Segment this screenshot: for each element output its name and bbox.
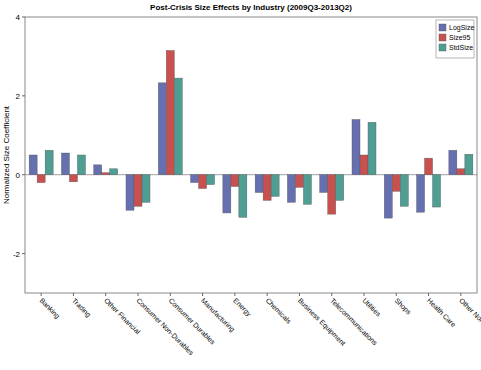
x-tick-label: Banking (38, 297, 62, 321)
legend-swatch (439, 44, 446, 51)
bar (94, 165, 102, 175)
title: Post-Crisis Size Effects by Industry (20… (150, 3, 352, 12)
bar (457, 169, 465, 175)
y-tick (22, 17, 25, 18)
x-tick-label: Other Non-Financial (458, 297, 481, 347)
bar (449, 150, 457, 174)
x-tick-label: Other Financial (103, 297, 142, 336)
bar (69, 175, 77, 182)
bar (166, 51, 174, 175)
bar (295, 175, 303, 188)
legend: LogSize Size95 StdSize (436, 20, 474, 58)
bar (102, 173, 110, 175)
legend-box (436, 20, 474, 58)
legend-swatch (439, 34, 446, 41)
y-tick-label: -2 (13, 250, 21, 259)
bar (263, 175, 271, 201)
plot-frame (25, 17, 477, 293)
bar (425, 158, 433, 175)
y-tick-label: 2 (16, 92, 21, 101)
x-tick (41, 293, 42, 296)
x-tick-label: Trading (70, 297, 92, 319)
legend-label: StdSize (449, 44, 473, 51)
bar (352, 120, 360, 175)
bars (29, 51, 473, 219)
bar (174, 78, 182, 175)
bar (271, 175, 279, 197)
bar (207, 175, 215, 185)
x-tick (396, 293, 397, 296)
legend-label: LogSize (449, 24, 474, 32)
x-tick-label: Manufacturing (199, 297, 236, 334)
x-tick (331, 293, 332, 296)
y-tick (22, 174, 25, 175)
x-tick-label: Consumer Non-Durables (135, 297, 195, 357)
legend-swatch (439, 24, 446, 31)
x-tick (138, 293, 139, 296)
bar (384, 175, 392, 218)
chart: Post-Crisis Size Effects by Industry (20… (0, 0, 481, 370)
bar (360, 155, 368, 175)
bar (392, 175, 400, 192)
bar (223, 175, 231, 213)
x-tick-label: Energy (231, 297, 253, 319)
bar (239, 175, 247, 218)
bar (126, 175, 134, 210)
bar (417, 175, 425, 212)
bar (29, 155, 37, 175)
y-tick (22, 253, 25, 254)
x-tick-label: Shops (393, 297, 413, 317)
x-tick-label: Utilities (361, 297, 382, 318)
zero-line (25, 174, 477, 175)
bar (255, 175, 263, 193)
y-tick-label: 4 (16, 13, 21, 22)
x-tick (299, 293, 300, 296)
y-tick (22, 95, 25, 96)
bar (134, 175, 142, 207)
bar (328, 175, 336, 214)
x-tick (364, 293, 365, 296)
x-tick (460, 293, 461, 296)
bar (199, 175, 207, 189)
bar (110, 169, 118, 175)
x-tick (105, 293, 106, 296)
x-tick (234, 293, 235, 296)
bar (231, 175, 239, 187)
bar (433, 175, 441, 207)
x-tick (73, 293, 74, 296)
bar (336, 175, 344, 201)
bar (142, 175, 150, 203)
x-tick (202, 293, 203, 296)
bar (400, 175, 408, 207)
bar (303, 175, 311, 205)
bar (45, 150, 53, 174)
bar (191, 175, 199, 183)
x-tick (428, 293, 429, 296)
bar (77, 155, 85, 175)
legend-label: Size95 (449, 34, 471, 41)
bar (158, 83, 166, 175)
bar (368, 122, 376, 174)
bar (465, 154, 473, 175)
bar (287, 175, 295, 203)
y-tick-label: 0 (16, 171, 21, 180)
bar (37, 175, 45, 183)
x-tick (267, 293, 268, 296)
bar (61, 153, 69, 175)
y-axis-label: Normalized Size Coefficient (2, 105, 11, 204)
x-tick (170, 293, 171, 296)
bar (320, 175, 328, 193)
x-tick-label: Health Care (426, 297, 457, 328)
x-tick-label: Chemicals (264, 297, 292, 325)
